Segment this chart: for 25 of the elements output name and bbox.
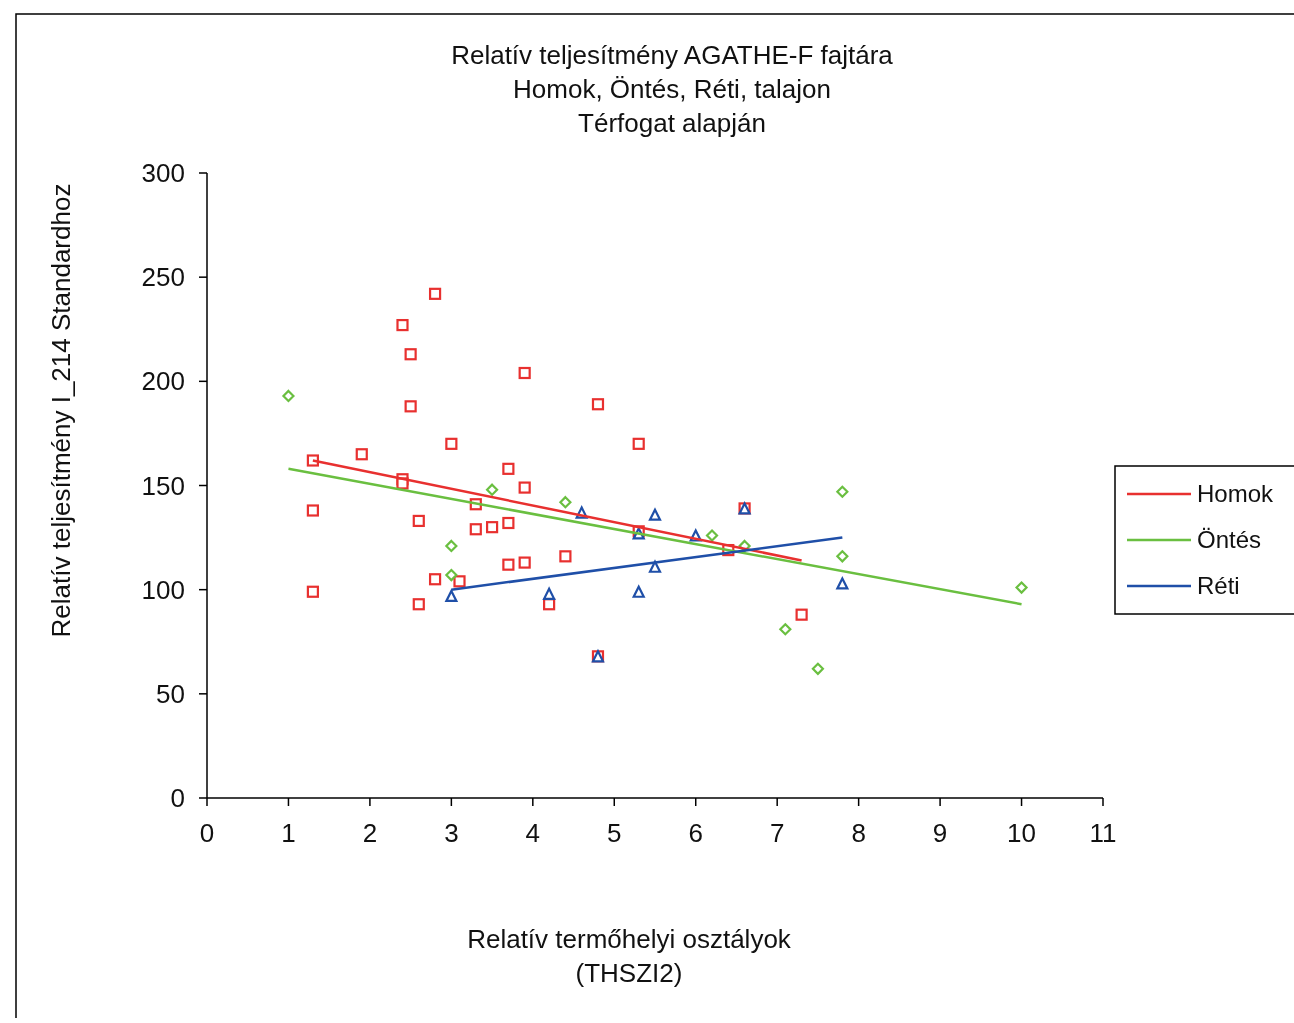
- x-tick-label: 10: [1007, 818, 1037, 848]
- y-axis-title: Relatív teljesítmény I_214 Standardhoz: [46, 183, 76, 638]
- x-axis-title: Relatív termőhelyi osztályok (THSZI2): [467, 924, 792, 988]
- x-tick-label: 11: [1089, 818, 1117, 848]
- x-tick-label: 6: [688, 818, 703, 848]
- chart-title: Relatív teljesítmény AGATHE-F fajtára Homok, Öntés, Réti, talajon Térfogat alapján: [451, 40, 894, 138]
- x-tick-label: 4: [525, 818, 541, 848]
- legend-label: Homok: [1197, 480, 1275, 508]
- x-tick-label: 5: [607, 818, 622, 848]
- y-tick-label: 0: [170, 783, 185, 814]
- y-tick-label: 150: [141, 470, 185, 501]
- y-tick-label: 200: [141, 366, 185, 397]
- x-tick-label: 2: [362, 818, 378, 848]
- x-tick-label: 8: [851, 818, 866, 848]
- y-tick-label: 50: [156, 678, 185, 709]
- legend-label: Réti: [1197, 572, 1240, 600]
- x-tick-label: 3: [444, 818, 459, 848]
- x-tick-label: 9: [932, 818, 948, 848]
- x-tick-label: 7: [769, 818, 785, 848]
- y-tick-label: 100: [141, 574, 185, 605]
- x-tick-label: 0: [199, 818, 215, 848]
- x-tick-label: 1: [281, 818, 296, 848]
- y-tick-label: 300: [141, 158, 185, 189]
- legend-label: Öntés: [1197, 526, 1262, 554]
- y-tick-label: 250: [141, 262, 185, 293]
